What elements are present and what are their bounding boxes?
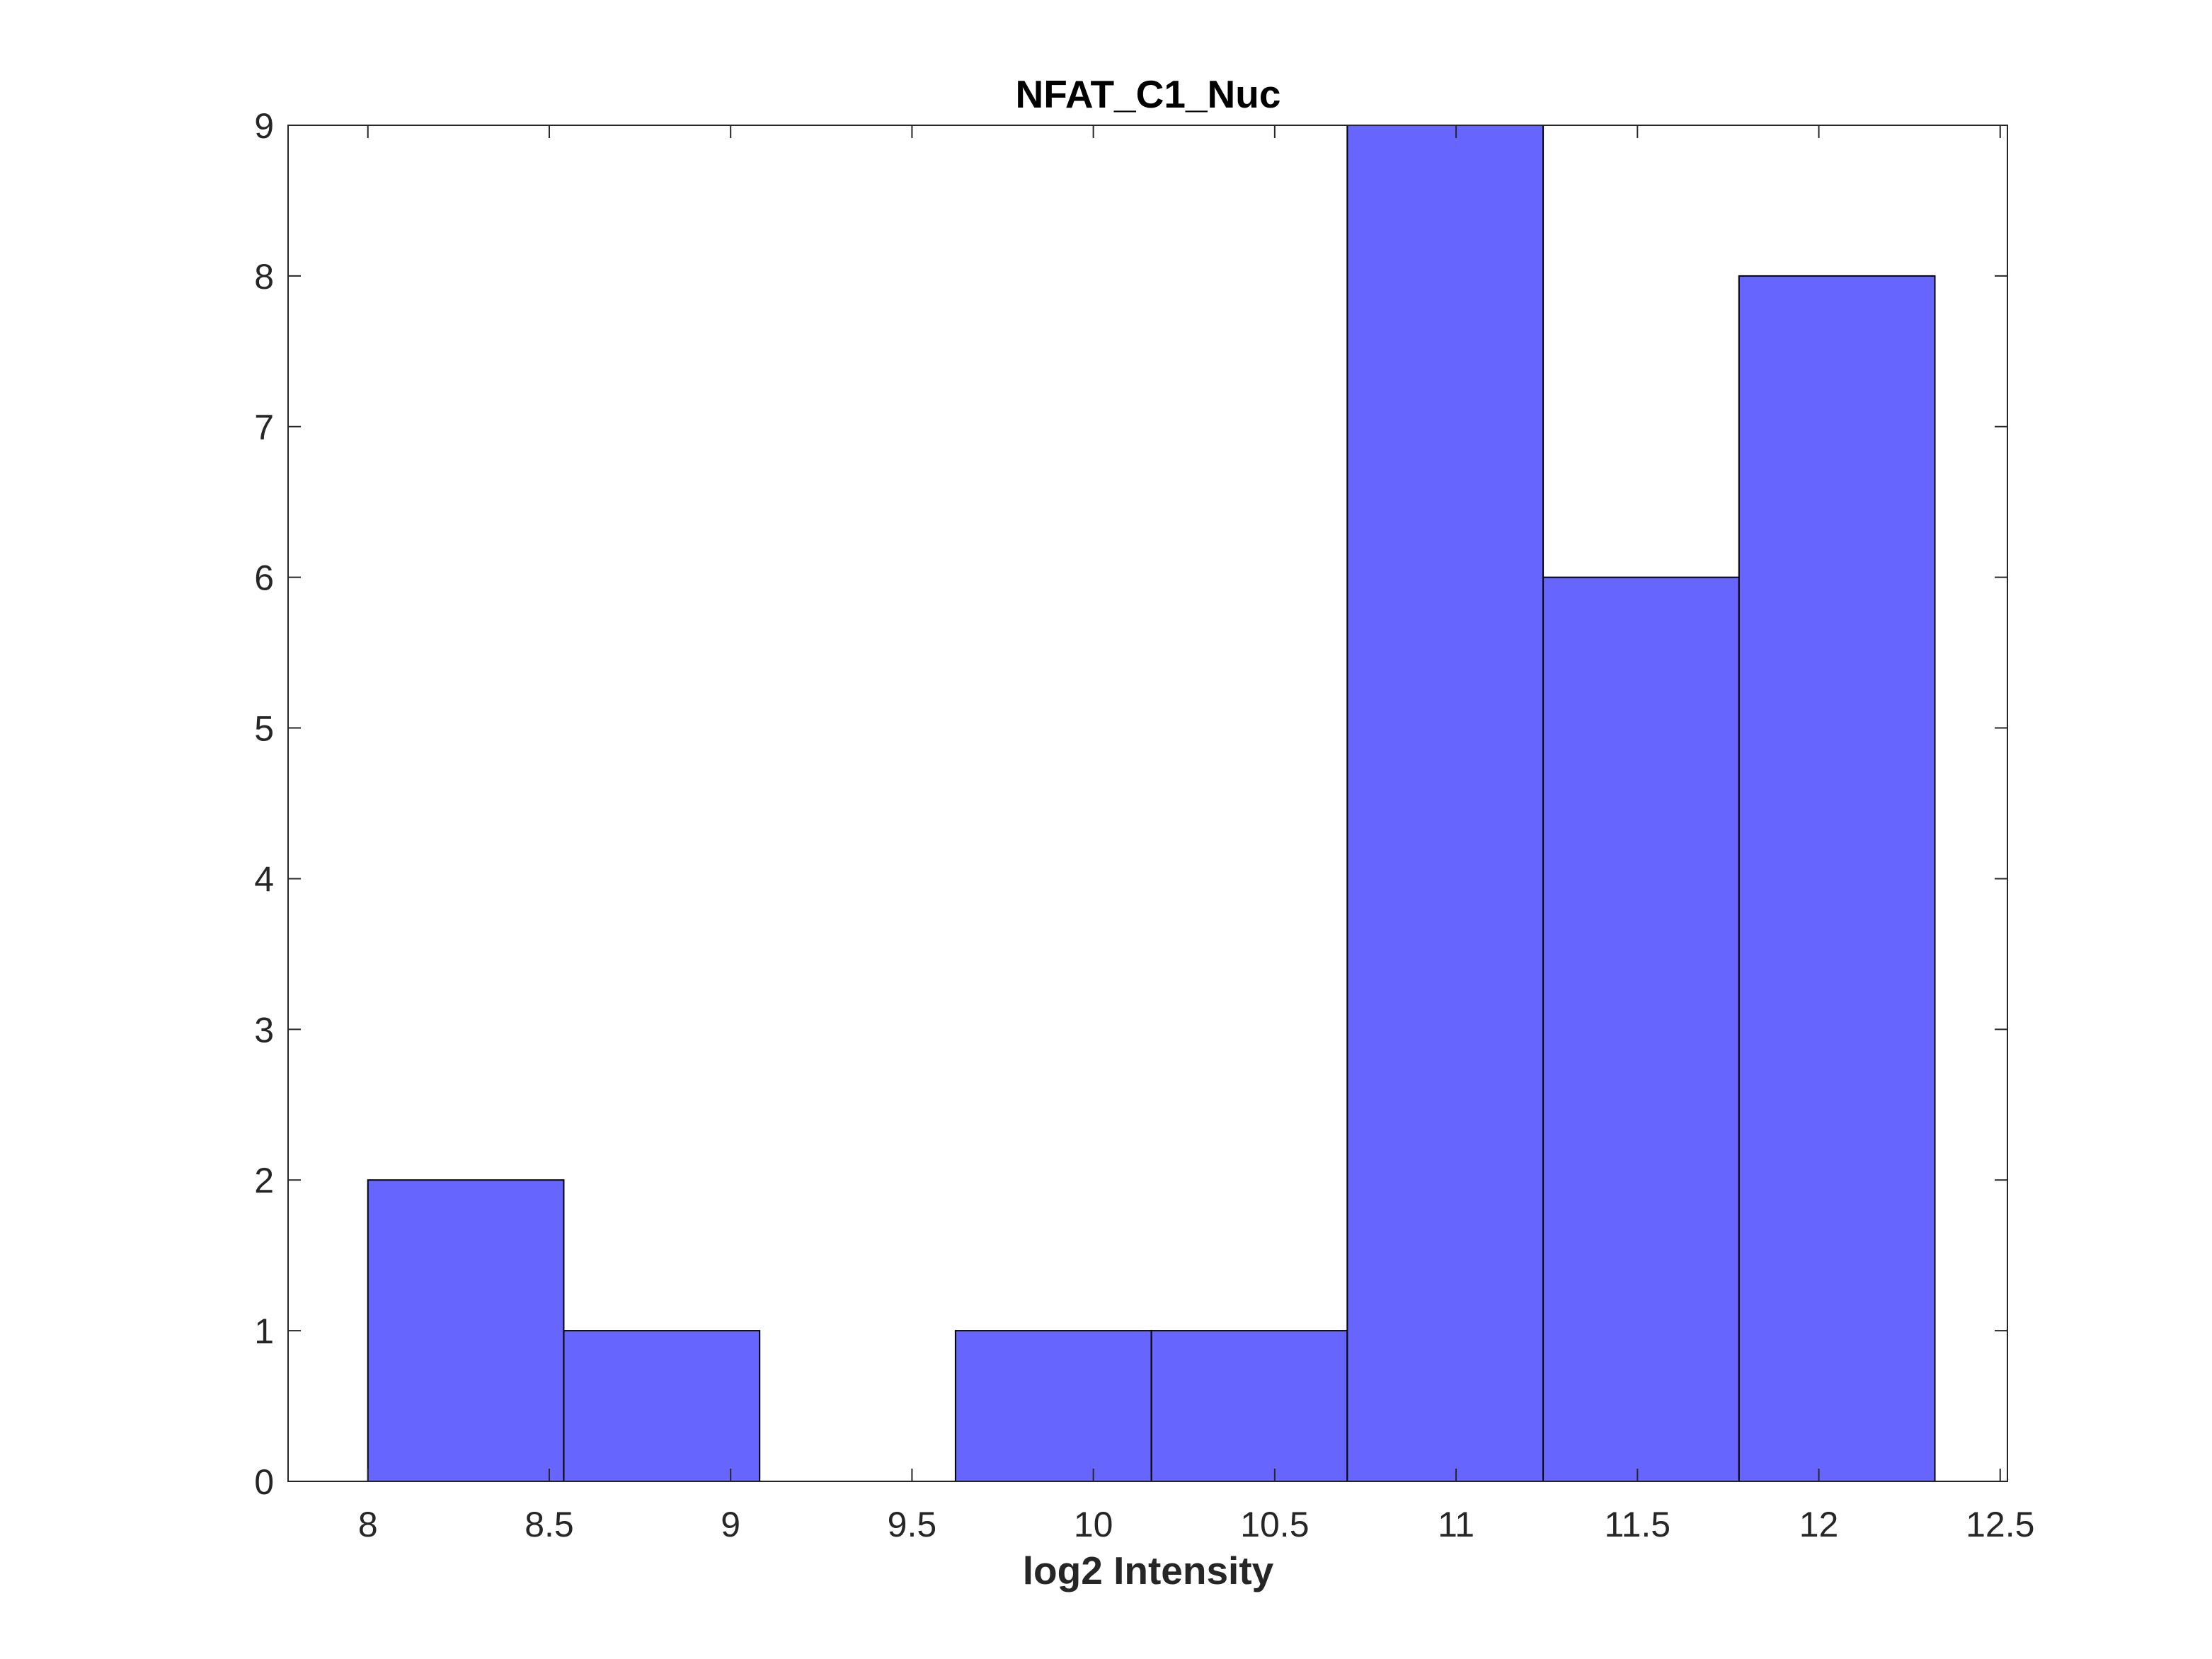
x-tick-label: 8 — [358, 1505, 378, 1544]
x-tick-labels: 8 8.5 9 9.5 10 10.5 11 11.5 12 12.5 — [358, 1505, 2035, 1544]
histogram-bar — [367, 1179, 565, 1482]
axes-frame — [287, 125, 2008, 1482]
histogram-bar — [1738, 275, 1936, 1482]
y-tick-label: 7 — [254, 408, 274, 447]
histogram-bar — [954, 1330, 1152, 1482]
x-tick-label: 11 — [1438, 1505, 1474, 1544]
x-axis-title: log2 Intensity — [1023, 1549, 1274, 1592]
x-tick-label: 11.5 — [1604, 1505, 1671, 1544]
histogram-bars — [367, 125, 1936, 1483]
histogram-bar — [1150, 1330, 1348, 1482]
x-tick-label: 9.5 — [888, 1505, 937, 1544]
y-tick-label: 6 — [254, 558, 274, 598]
chart-title: NFAT_C1_Nuc — [1016, 72, 1281, 116]
y-tick-label: 3 — [254, 1010, 274, 1050]
y-tick-labels: 0 1 2 3 4 5 6 7 8 9 — [254, 106, 274, 1502]
axis-ticks — [288, 125, 2007, 1482]
histogram-bar — [563, 1330, 761, 1482]
y-tick-label: 2 — [254, 1161, 274, 1200]
y-tick-label: 1 — [254, 1311, 274, 1351]
histogram-bar — [1542, 576, 1740, 1483]
x-tick-label: 10 — [1074, 1505, 1113, 1544]
y-tick-label: 4 — [254, 859, 274, 899]
x-tick-label: 12.5 — [1966, 1505, 2034, 1544]
y-tick-label: 9 — [254, 106, 274, 146]
histogram-bar — [1346, 125, 1545, 1482]
x-tick-label: 12 — [1799, 1505, 1839, 1544]
x-tick-label: 10.5 — [1240, 1505, 1309, 1544]
x-tick-label: 9 — [721, 1505, 740, 1544]
y-tick-label: 5 — [254, 709, 274, 749]
x-tick-label: 8.5 — [525, 1505, 574, 1544]
y-tick-label: 0 — [254, 1462, 274, 1502]
y-tick-label: 8 — [254, 257, 274, 297]
